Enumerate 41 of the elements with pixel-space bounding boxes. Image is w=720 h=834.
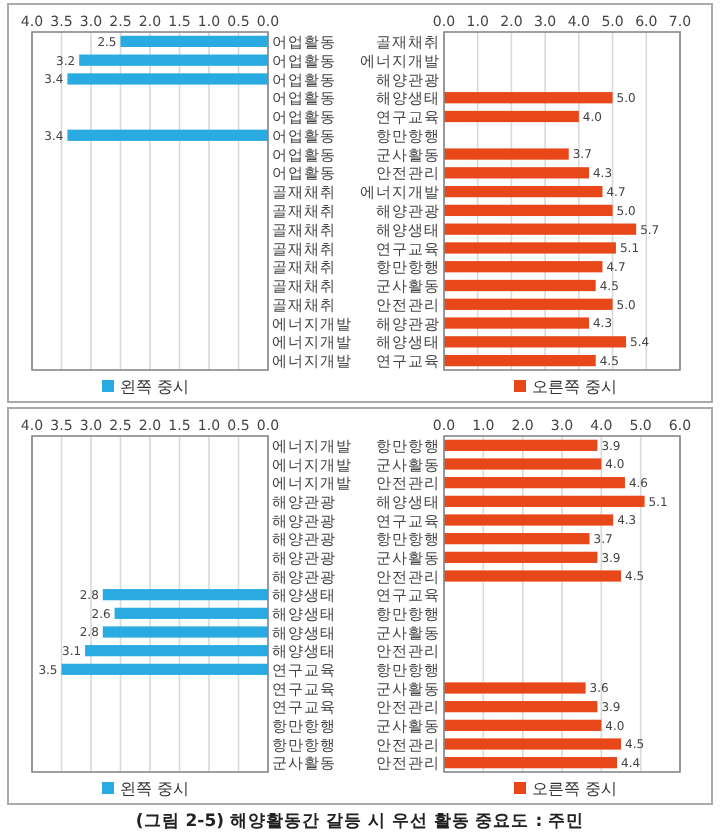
- bar: [444, 719, 602, 731]
- legend-label: 왼쪽 중시: [120, 378, 190, 396]
- bar: [444, 495, 645, 507]
- bar: [102, 626, 268, 638]
- bar: [444, 185, 603, 198]
- bar: [444, 223, 637, 235]
- bar: [444, 701, 598, 713]
- bar: [444, 738, 621, 750]
- text: (그림 2-5) 해양활동간 갈등 시 우선 활동 중요도 : 주민: [135, 812, 585, 832]
- bar: [85, 645, 268, 657]
- bar: [444, 458, 602, 470]
- bar: [444, 110, 579, 123]
- bar: [444, 298, 613, 310]
- bar: [444, 261, 603, 273]
- bar: [444, 336, 627, 348]
- bar: [67, 73, 268, 85]
- legend-label: 왼쪽 중시: [120, 780, 190, 798]
- bar: [444, 477, 625, 489]
- bar: [444, 242, 616, 254]
- bar: [114, 607, 268, 619]
- bar: [444, 551, 598, 563]
- bar: [79, 54, 268, 66]
- bar: [61, 663, 268, 675]
- legend-label: 오른쪽 중시: [532, 378, 618, 396]
- bar: [120, 35, 268, 48]
- bar: [444, 533, 590, 545]
- bar: [444, 317, 589, 329]
- bar: [444, 354, 596, 367]
- bar: [444, 204, 613, 217]
- bar: [67, 129, 268, 141]
- bar: [444, 92, 613, 104]
- bar: [444, 682, 586, 694]
- bar: [444, 148, 569, 160]
- bar: [444, 279, 596, 292]
- bar: [444, 757, 618, 769]
- legend-label: 오른쪽 중시: [532, 780, 618, 798]
- bar: [102, 589, 268, 601]
- bar: [444, 514, 614, 526]
- bar: [444, 439, 598, 451]
- bar: [444, 570, 621, 582]
- bar: [444, 167, 589, 179]
